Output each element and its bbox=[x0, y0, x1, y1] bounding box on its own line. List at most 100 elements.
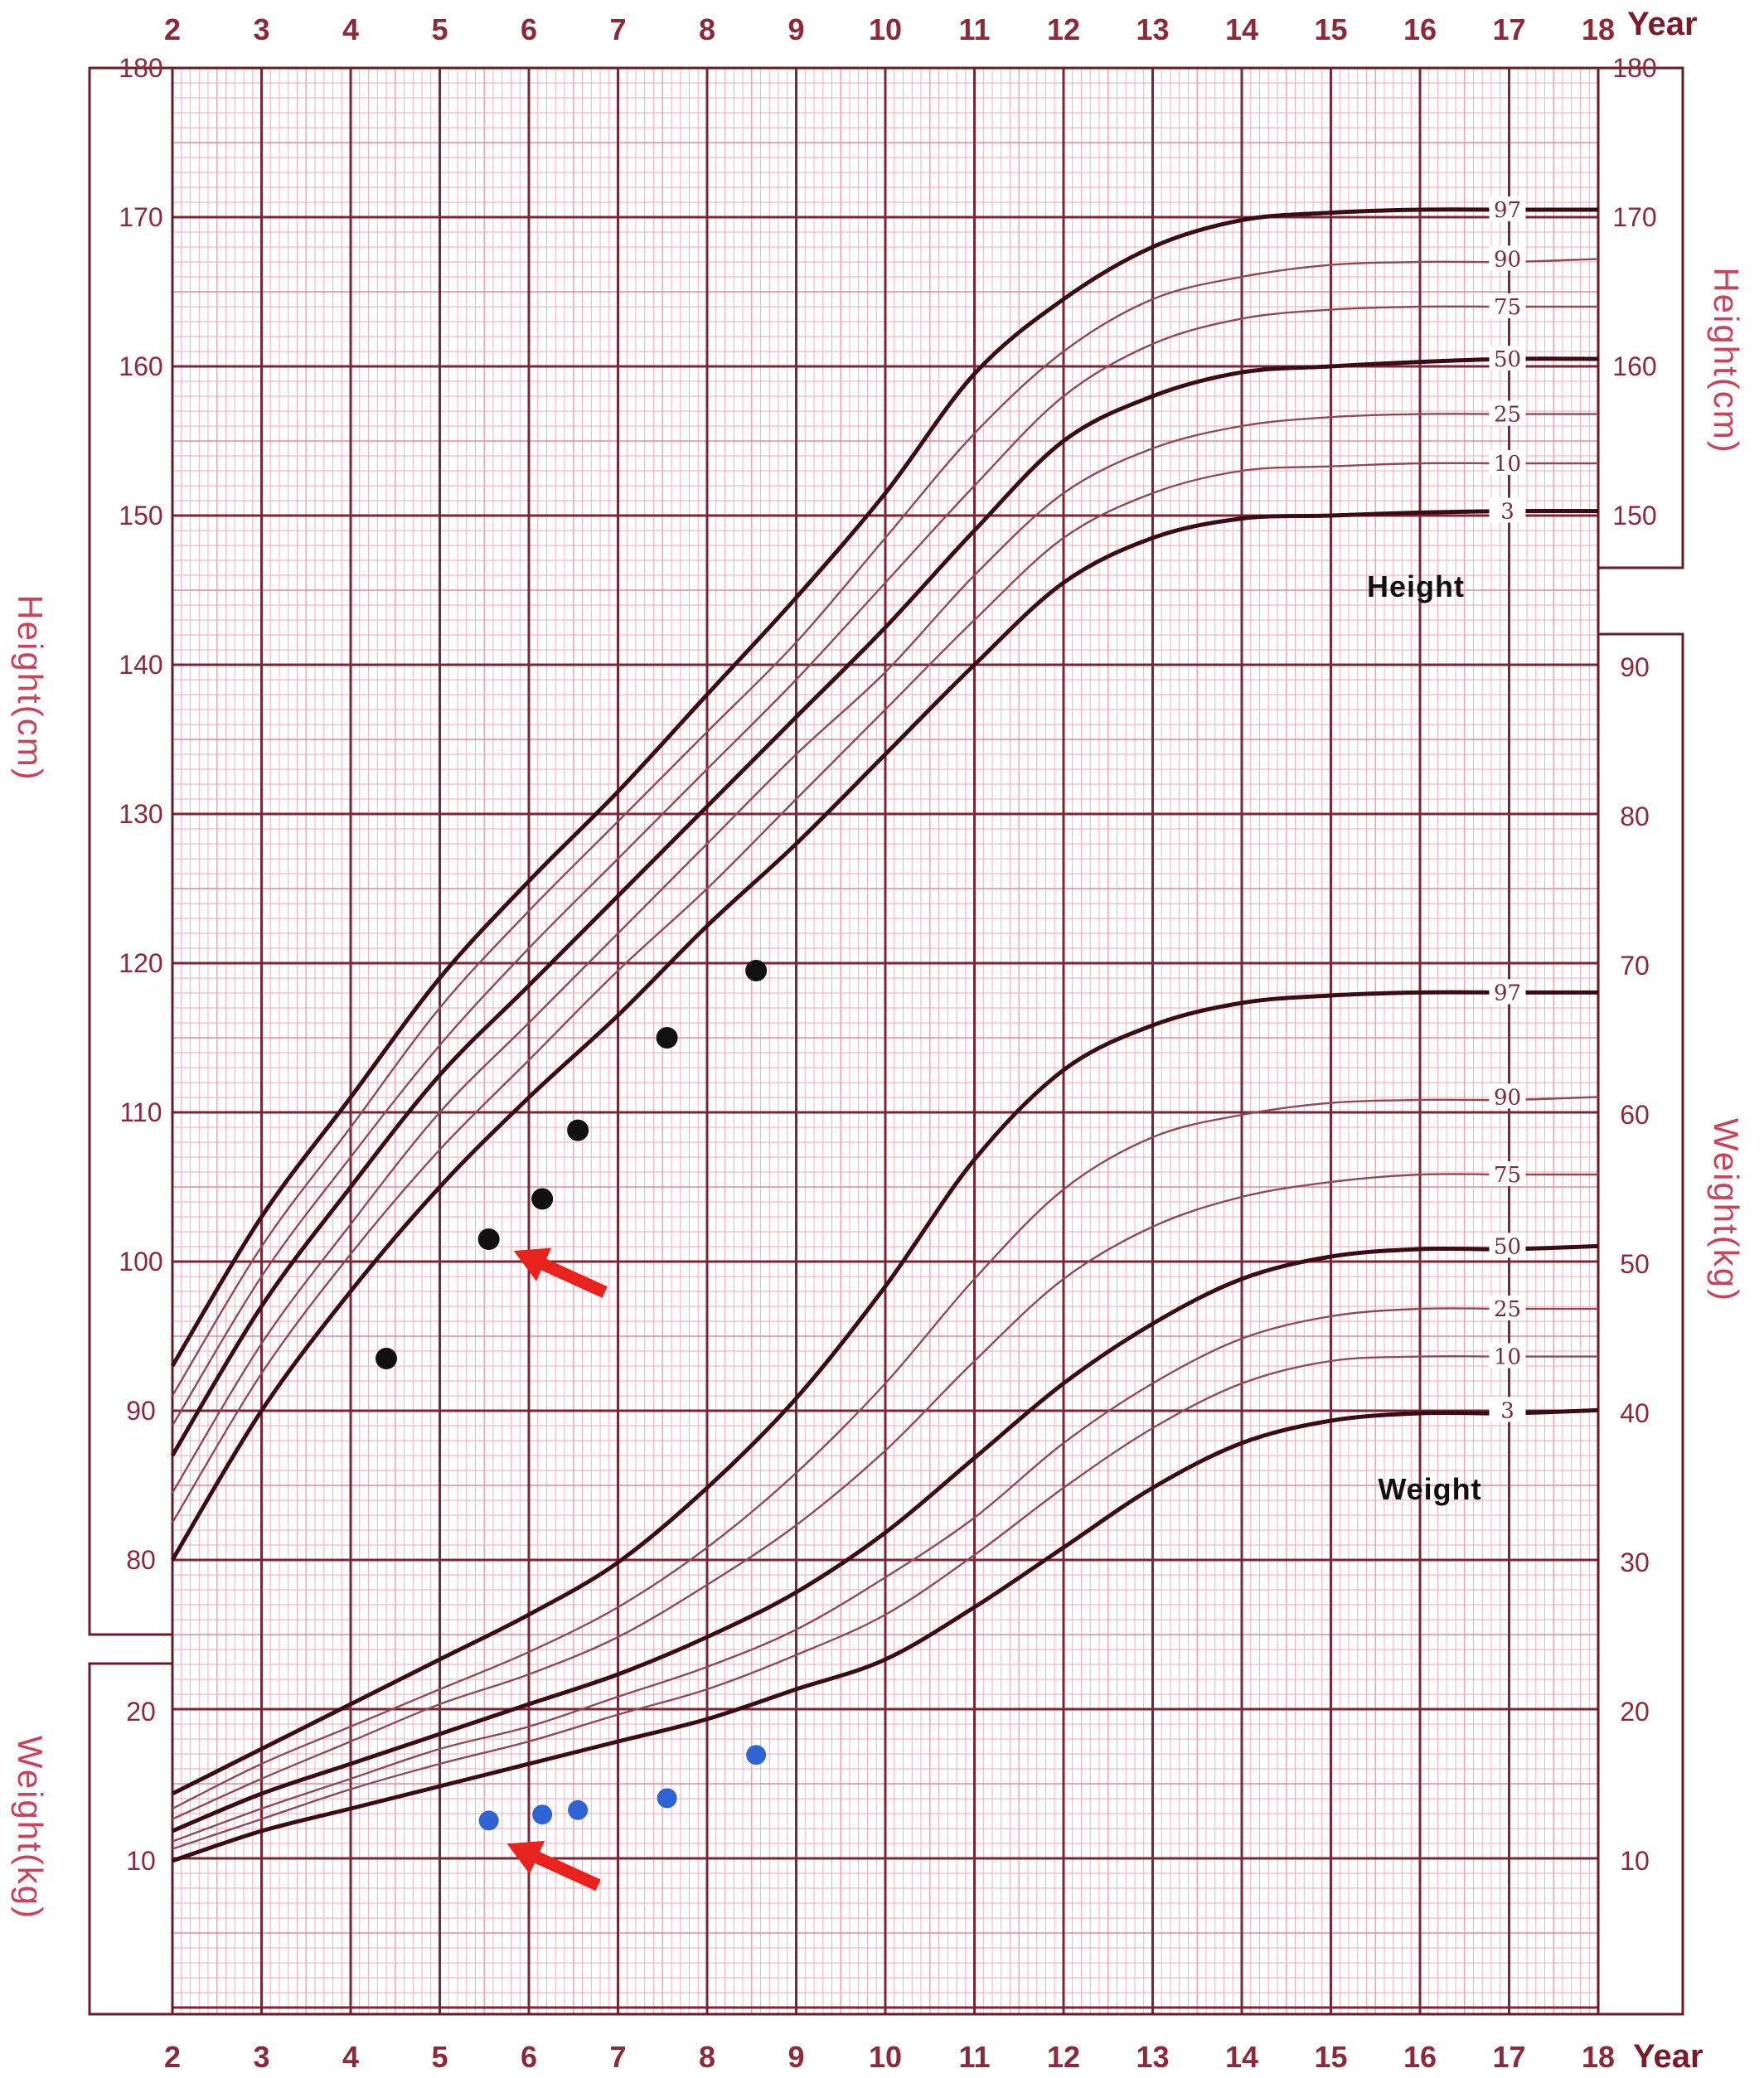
year-tick-label-top: 4 bbox=[342, 12, 359, 46]
height-percentile-90-line bbox=[171, 258, 1599, 1397]
left-weight-bracket bbox=[88, 1662, 172, 2016]
chart-frame bbox=[88, 66, 1684, 2016]
year-tick-label-top: 7 bbox=[609, 12, 626, 46]
weight-section-label: Weight bbox=[1378, 1472, 1481, 1506]
year-tick-label-bottom: 9 bbox=[788, 2040, 804, 2074]
year-tick-label-bottom: 8 bbox=[699, 2040, 715, 2074]
year-tick-label-top: 5 bbox=[431, 12, 448, 46]
weight-patient-point bbox=[568, 1799, 589, 1820]
year-tick-label-top: 16 bbox=[1403, 12, 1437, 46]
height-percentile-97-line bbox=[170, 207, 1598, 1368]
year-tick-label-top: 11 bbox=[958, 12, 990, 46]
year-tick-label-top: 12 bbox=[1047, 12, 1080, 46]
weight-percentile-75-label: 75 bbox=[1494, 1163, 1521, 1188]
weight-arrow-head bbox=[506, 1840, 545, 1874]
year-tick-label-top: 13 bbox=[1136, 12, 1169, 46]
year-tick-label-top: 6 bbox=[521, 12, 537, 46]
height-percentile-25-label: 25 bbox=[1494, 403, 1521, 428]
year-tick-label-top: 18 bbox=[1582, 12, 1615, 46]
height-percentile-50-line bbox=[170, 356, 1599, 1457]
weight-percentile-10-label: 10 bbox=[1494, 1345, 1521, 1370]
weight-percentile-10-label-bg bbox=[1489, 1343, 1526, 1368]
weight-percentile-50-label-bg bbox=[1489, 1233, 1526, 1258]
height-percentile-75-line bbox=[171, 305, 1598, 1427]
weight-patient-point bbox=[532, 1804, 553, 1825]
weight-percentile-3-label-bg bbox=[1489, 1397, 1526, 1422]
year-tick-label-bottom: 12 bbox=[1047, 2040, 1080, 2074]
year-tick-label-bottom: 18 bbox=[1582, 2040, 1615, 2074]
weight-percentile-97-line bbox=[171, 990, 1599, 1796]
weight-percentile-90-label: 90 bbox=[1494, 1085, 1521, 1110]
height-tick-label-left: 130 bbox=[119, 799, 162, 829]
height-patient-point bbox=[745, 960, 768, 981]
height-patient-point bbox=[656, 1027, 678, 1049]
height-patient-point bbox=[376, 1348, 397, 1369]
year-tick-label-bottom: 14 bbox=[1225, 2040, 1258, 2074]
height-percentile-10-label: 10 bbox=[1494, 452, 1521, 477]
height-axis-title-left: Height(cm) bbox=[11, 594, 50, 781]
weight-percentile-75-line bbox=[172, 1173, 1598, 1820]
height-percentile-50-label-bg bbox=[1489, 346, 1526, 371]
year-label-top: Year bbox=[1627, 6, 1698, 42]
height-percentile-25-label-bg bbox=[1489, 400, 1526, 426]
year-tick-label-top: 10 bbox=[869, 12, 902, 46]
weight-axis-title-left: Weight(kg) bbox=[11, 1736, 50, 1920]
year-tick-label-bottom: 11 bbox=[958, 2040, 990, 2074]
year-tick-label-top: 3 bbox=[253, 12, 269, 46]
height-axis-title-right: Height(cm) bbox=[1707, 267, 1746, 453]
year-tick-label-bottom: 2 bbox=[164, 2040, 181, 2074]
weight-arrow-shaft bbox=[522, 1846, 601, 1892]
percentile-curves bbox=[170, 207, 1599, 1863]
patient-points bbox=[376, 960, 768, 1831]
height-percentile-97-label: 97 bbox=[1494, 198, 1521, 223]
year-tick-label-top: 8 bbox=[699, 12, 715, 46]
weight-tick-label-right: 10 bbox=[1620, 1846, 1650, 1876]
year-tick-label-bottom: 6 bbox=[521, 2040, 537, 2074]
height-patient-point bbox=[567, 1119, 589, 1141]
height-percentile-25-line bbox=[171, 413, 1599, 1494]
height-arrow-head bbox=[513, 1247, 552, 1281]
height-patient-point bbox=[477, 1228, 500, 1250]
annotation-arrows bbox=[506, 1247, 608, 1892]
year-tick-label-bottom: 3 bbox=[253, 2040, 269, 2074]
weight-percentile-75-label-bg bbox=[1489, 1161, 1526, 1186]
weight-tick-label-left: 20 bbox=[126, 1697, 156, 1727]
height-section-label: Height bbox=[1367, 569, 1465, 603]
height-tick-label-right: 150 bbox=[1612, 501, 1656, 530]
year-tick-label-top: 17 bbox=[1492, 12, 1525, 46]
weight-percentile-10-line bbox=[172, 1355, 1598, 1850]
height-tick-label-left: 170 bbox=[119, 202, 162, 232]
height-patient-point bbox=[531, 1188, 554, 1210]
grid bbox=[171, 66, 1600, 2014]
weight-tick-label-left: 10 bbox=[126, 1846, 156, 1876]
height-tick-label-left: 150 bbox=[119, 501, 162, 530]
year-tick-label-bottom: 17 bbox=[1492, 2040, 1525, 2074]
weight-patient-point bbox=[746, 1745, 767, 1766]
year-tick-label-bottom: 5 bbox=[431, 2040, 448, 2074]
weight-percentile-3-label: 3 bbox=[1500, 1398, 1514, 1423]
height-arrow-shaft bbox=[529, 1253, 608, 1298]
weight-percentile-90-label-bg bbox=[1489, 1083, 1526, 1109]
year-tick-label-top: 9 bbox=[788, 12, 804, 46]
year-tick-label-bottom: 16 bbox=[1403, 2040, 1437, 2074]
weight-percentile-25-label-bg bbox=[1489, 1296, 1526, 1320]
height-tick-label-left: 90 bbox=[126, 1396, 156, 1426]
weight-percentile-97-label: 97 bbox=[1494, 981, 1521, 1005]
weight-axis-title-right: Weight(kg) bbox=[1707, 1118, 1746, 1302]
right-weight-bracket bbox=[1598, 632, 1684, 2016]
height-percentile-75-label-bg bbox=[1489, 293, 1526, 318]
left-height-bracket bbox=[88, 66, 172, 1636]
year-tick-label-top: 15 bbox=[1314, 12, 1347, 46]
height-tick-label-right: 160 bbox=[1612, 351, 1656, 381]
weight-percentile-90-line bbox=[172, 1096, 1599, 1810]
weight-tick-label-right: 50 bbox=[1620, 1249, 1650, 1279]
height-tick-label-left: 80 bbox=[126, 1545, 156, 1575]
height-tick-label-left: 120 bbox=[119, 948, 162, 978]
weight-tick-label-right: 80 bbox=[1620, 802, 1650, 831]
year-tick-label-top: 14 bbox=[1225, 12, 1258, 46]
height-tick-label-left: 160 bbox=[119, 351, 162, 381]
height-percentile-97-label-bg bbox=[1489, 196, 1526, 221]
weight-percentile-25-line bbox=[172, 1307, 1598, 1843]
height-percentile-3-label: 3 bbox=[1500, 500, 1514, 525]
